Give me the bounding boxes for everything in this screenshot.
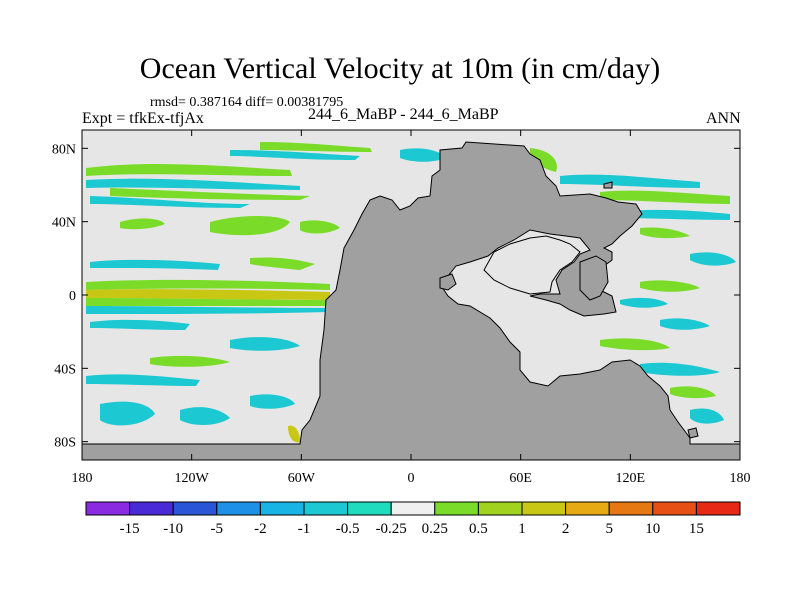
longitude-axis: 180 120W 60W 0 60E 120E 180 [72, 130, 751, 486]
season-label: ANN [706, 110, 741, 127]
colorbar-swatch [434, 501, 479, 516]
colorbar-swatch [259, 501, 305, 516]
lon-tick-label: 60W [288, 471, 316, 486]
case-label: 244_6_MaBP - 244_6_MaBP [308, 106, 499, 123]
plot-title: Ocean Vertical Velocity at 10m (in cm/da… [139, 52, 661, 85]
colorbar-swatch [216, 501, 261, 516]
colorbar-label: -0.25 [376, 521, 407, 537]
colorbar-swatch [347, 501, 392, 516]
colorbar-label: 0.5 [469, 521, 488, 537]
lon-tick-label: 180 [730, 471, 751, 486]
lon-tick-label: 120E [616, 471, 646, 486]
lat-tick-label: 40S [54, 362, 76, 377]
colorbar-swatch [85, 501, 131, 516]
velocity-field [86, 142, 736, 443]
colorbar-label: -5 [211, 521, 224, 537]
colorbar-label: 2 [562, 521, 570, 537]
lat-tick-label: 40N [52, 216, 76, 231]
colorbar-swatch [172, 501, 218, 516]
colorbar-swatch [695, 501, 741, 516]
colorbar-swatch [477, 501, 523, 516]
colorbar-label: -2 [254, 521, 267, 537]
colorbar-label: -15 [120, 521, 140, 537]
stats-label: rmsd= 0.387164 diff= 0.00381795 [150, 95, 344, 110]
colorbar-swatch [521, 501, 567, 516]
colorbar-swatch [565, 501, 610, 516]
colorbar-swatch [390, 501, 436, 516]
colorbar-label: -0.5 [336, 521, 360, 537]
colorbar [85, 501, 741, 516]
colorbar-swatch [652, 501, 697, 516]
land-masses [82, 141, 740, 460]
colorbar-label: -1 [298, 521, 311, 537]
lat-tick-label: 80S [54, 436, 76, 451]
colorbar-label: 10 [645, 521, 660, 537]
colorbar-label: 5 [605, 521, 613, 537]
colorbar-label: 0.25 [422, 521, 448, 537]
colorbar-label: 1 [518, 521, 526, 537]
latitude-axis: 80N 40N 0 40S 80S [52, 142, 740, 451]
lat-tick-label: 0 [69, 289, 76, 304]
colorbar-swatch [608, 501, 654, 516]
lon-tick-label: 0 [408, 471, 415, 486]
map-plot-area [82, 130, 740, 460]
colorbar-labels: -15 -10 -5 -2 -1 -0.5 -0.25 0.25 0.5 1 2 5 10 15 [120, 521, 704, 537]
colorbar-label: 15 [689, 521, 704, 537]
lon-tick-label: 60E [509, 471, 532, 486]
lat-tick-label: 80N [52, 142, 76, 157]
colorbar-label: -10 [163, 521, 183, 537]
colorbar-swatch [303, 501, 349, 516]
colorbar-swatch [129, 501, 174, 516]
lon-tick-label: 120W [175, 471, 210, 486]
experiment-label: Expt = tfkEx-tfjAx [82, 110, 204, 127]
lon-tick-label: 180 [72, 471, 93, 486]
